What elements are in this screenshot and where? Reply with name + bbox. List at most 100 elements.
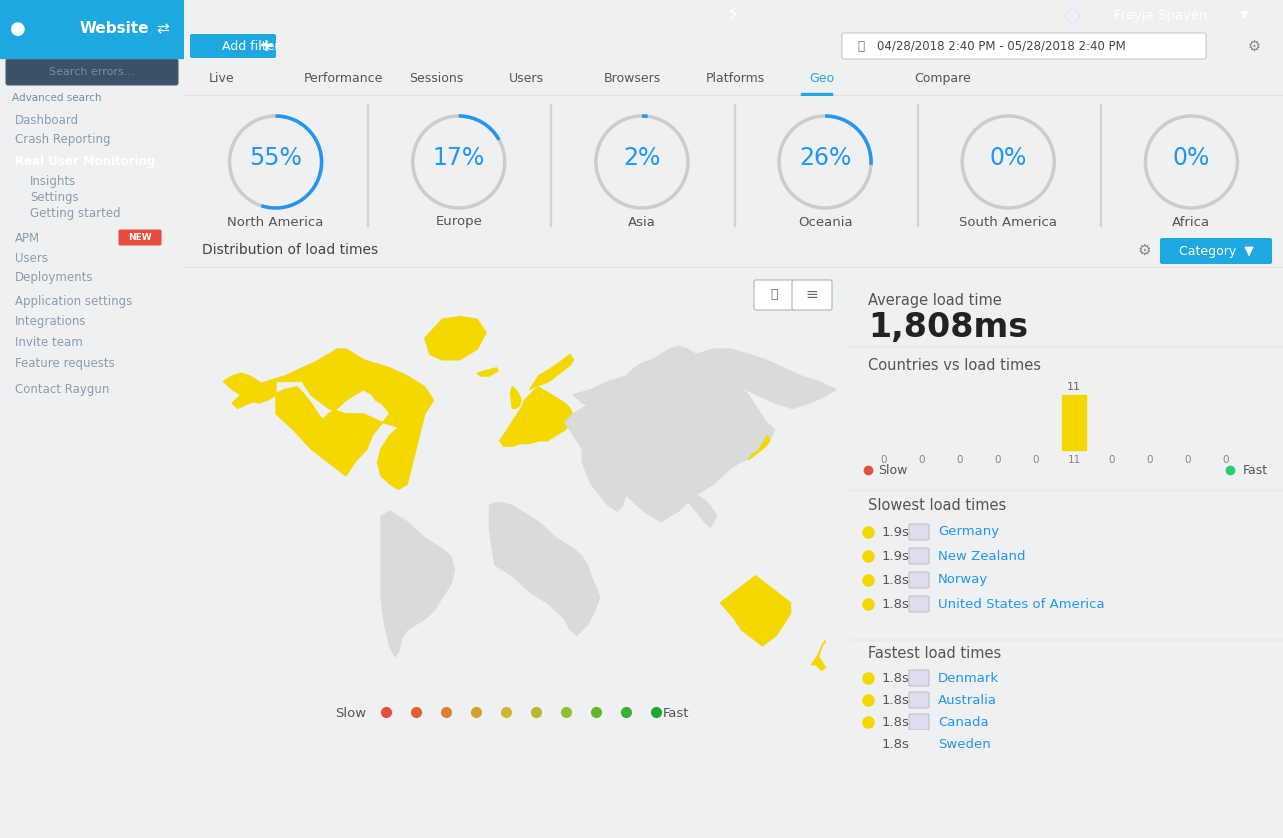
Text: 26%: 26% <box>799 146 852 170</box>
Text: Fast: Fast <box>663 706 689 720</box>
Polygon shape <box>582 441 626 511</box>
Text: South America: South America <box>960 215 1057 229</box>
Text: +: + <box>258 37 273 55</box>
Text: NEW: NEW <box>128 234 151 242</box>
Text: ⚙: ⚙ <box>1247 39 1261 54</box>
Text: Average load time: Average load time <box>869 292 1002 308</box>
Text: Fast: Fast <box>1243 463 1268 477</box>
Text: Canada: Canada <box>938 716 989 728</box>
Text: 0%: 0% <box>989 146 1026 170</box>
Text: 2%: 2% <box>624 146 661 170</box>
Text: North America: North America <box>227 215 323 229</box>
Text: ○: ○ <box>1064 6 1080 24</box>
Text: 0: 0 <box>919 455 925 465</box>
Text: 0: 0 <box>1109 455 1115 465</box>
Text: Add filter: Add filter <box>222 39 280 53</box>
Polygon shape <box>688 489 717 527</box>
Text: 0%: 0% <box>1173 146 1210 170</box>
Text: 0: 0 <box>957 455 964 465</box>
Text: Search errors...: Search errors... <box>49 67 135 77</box>
FancyBboxPatch shape <box>6 59 178 85</box>
Text: Sessions: Sessions <box>409 71 463 85</box>
Text: ⚙: ⚙ <box>1137 242 1151 257</box>
Text: Fastest load times: Fastest load times <box>869 646 1001 661</box>
Text: Live: Live <box>209 71 235 85</box>
Text: Real User Monitoring: Real User Monitoring <box>15 156 155 168</box>
Text: 11: 11 <box>1067 455 1080 465</box>
Bar <box>1062 395 1085 450</box>
Text: Performance: Performance <box>304 71 384 85</box>
Text: Contact Raygun: Contact Raygun <box>15 384 109 396</box>
FancyBboxPatch shape <box>792 280 831 310</box>
Polygon shape <box>530 354 574 390</box>
Text: Dashboard: Dashboard <box>15 113 80 127</box>
Text: Slow: Slow <box>878 463 907 477</box>
Text: 0: 0 <box>1184 455 1191 465</box>
FancyBboxPatch shape <box>908 524 929 540</box>
FancyBboxPatch shape <box>908 596 929 612</box>
Text: 11: 11 <box>1067 382 1082 392</box>
Text: Africa: Africa <box>1173 215 1210 229</box>
Text: 1.8s: 1.8s <box>881 671 910 685</box>
Text: 1.8s: 1.8s <box>881 694 910 706</box>
Text: Norway: Norway <box>938 573 988 587</box>
Text: APM: APM <box>15 231 40 245</box>
Text: Settings: Settings <box>30 190 78 204</box>
Text: Platforms: Platforms <box>706 71 765 85</box>
Text: 📍: 📍 <box>770 288 777 302</box>
Text: 0: 0 <box>1033 455 1039 465</box>
Bar <box>0 0 183 58</box>
Text: ≡: ≡ <box>806 287 819 303</box>
Text: Freyja Spaven: Freyja Spaven <box>1114 8 1207 22</box>
Text: Distribution of load times: Distribution of load times <box>201 243 378 257</box>
Text: Slowest load times: Slowest load times <box>869 498 1006 513</box>
Polygon shape <box>500 387 574 446</box>
FancyBboxPatch shape <box>908 692 929 708</box>
Text: Users: Users <box>509 71 544 85</box>
Text: 0: 0 <box>994 455 1001 465</box>
Text: Sweden: Sweden <box>938 737 990 751</box>
FancyBboxPatch shape <box>908 736 929 752</box>
Polygon shape <box>721 576 790 646</box>
FancyBboxPatch shape <box>908 714 929 730</box>
Text: Oceania: Oceania <box>798 215 852 229</box>
Polygon shape <box>223 373 276 403</box>
Text: Integrations: Integrations <box>15 315 86 328</box>
Text: Germany: Germany <box>938 525 999 539</box>
Text: Advanced search: Advanced search <box>12 93 101 103</box>
Text: Countries vs load times: Countries vs load times <box>869 358 1041 373</box>
Polygon shape <box>511 387 521 408</box>
Text: ⚡: ⚡ <box>726 5 740 25</box>
Text: Category  ▼: Category ▼ <box>1179 245 1253 257</box>
Polygon shape <box>477 368 498 376</box>
FancyBboxPatch shape <box>1160 238 1271 264</box>
Text: 1,808ms: 1,808ms <box>869 312 1028 344</box>
Text: 1.8s: 1.8s <box>881 716 910 728</box>
Bar <box>183 267 1283 268</box>
FancyBboxPatch shape <box>908 670 929 686</box>
Text: Denmark: Denmark <box>938 671 999 685</box>
Bar <box>851 639 1283 640</box>
Polygon shape <box>425 317 486 360</box>
Text: Website: Website <box>80 22 150 37</box>
FancyBboxPatch shape <box>754 280 794 310</box>
Polygon shape <box>815 657 825 670</box>
Text: Deployments: Deployments <box>15 272 94 284</box>
FancyBboxPatch shape <box>842 33 1206 59</box>
Polygon shape <box>232 349 434 489</box>
Text: Users: Users <box>15 251 47 265</box>
Text: Invite team: Invite team <box>15 335 82 349</box>
Text: Application settings: Application settings <box>15 296 132 308</box>
Text: Browsers: Browsers <box>604 71 661 85</box>
Text: Insights: Insights <box>30 174 76 188</box>
FancyBboxPatch shape <box>118 230 162 246</box>
Text: ●: ● <box>10 20 26 38</box>
Text: 0: 0 <box>1223 455 1229 465</box>
Text: New Zealand: New Zealand <box>938 550 1025 562</box>
Text: Crash Reporting: Crash Reporting <box>15 133 110 147</box>
Text: Asia: Asia <box>627 215 656 229</box>
Polygon shape <box>381 511 454 657</box>
Text: Slow: Slow <box>335 706 367 720</box>
Bar <box>851 489 1283 490</box>
Bar <box>183 95 1283 96</box>
